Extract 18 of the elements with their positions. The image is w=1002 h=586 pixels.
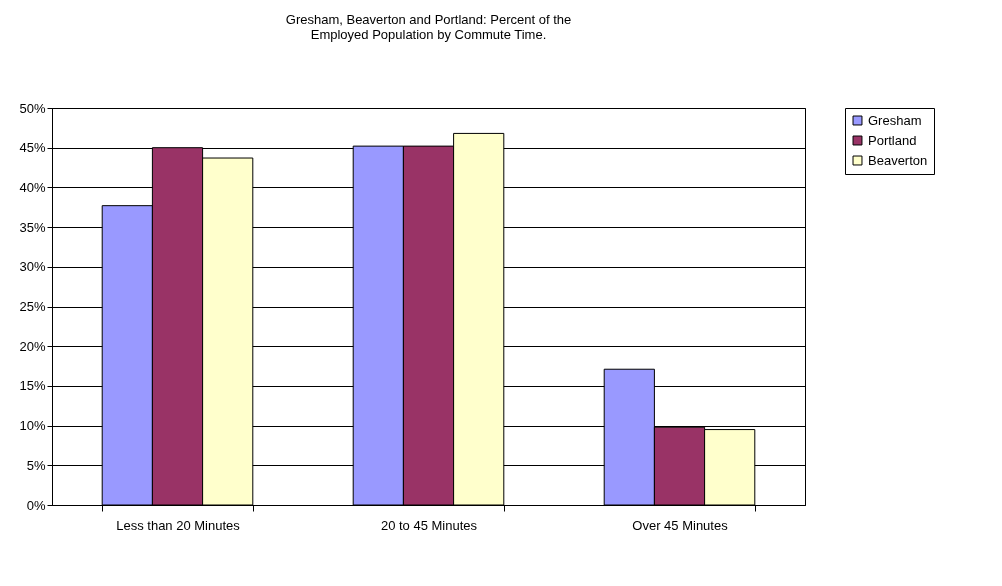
- x-tick-label: 20 to 45 Minutes: [380, 517, 478, 533]
- x-tick-label: Less than 20 Minutes: [116, 517, 241, 533]
- legend-label: Portland: [868, 132, 917, 148]
- x-tick-label: Over 45 Minutes: [632, 517, 729, 533]
- y-tick-label: 45%: [19, 140, 46, 156]
- chart-title: Gresham, Beaverton and Portland: Percent of the Employed Population by Commute Time.: [285, 12, 572, 42]
- legend-label: Beaverton: [868, 152, 928, 168]
- y-tick-label: 25%: [19, 299, 46, 314]
- y-tick-label: 15%: [19, 378, 46, 394]
- y-tick-label: 30%: [19, 259, 46, 275]
- y-tick-label: 5%: [26, 457, 46, 473]
- y-tick-label: 35%: [19, 219, 46, 235]
- y-tick-label: 0%: [26, 497, 46, 513]
- legend-label: Gresham: [868, 112, 922, 128]
- y-tick-label: 50%: [19, 100, 46, 116]
- y-tick-label: 40%: [19, 179, 46, 195]
- y-tick-label: 20%: [19, 338, 46, 354]
- y-tick-label: 10%: [19, 418, 46, 434]
